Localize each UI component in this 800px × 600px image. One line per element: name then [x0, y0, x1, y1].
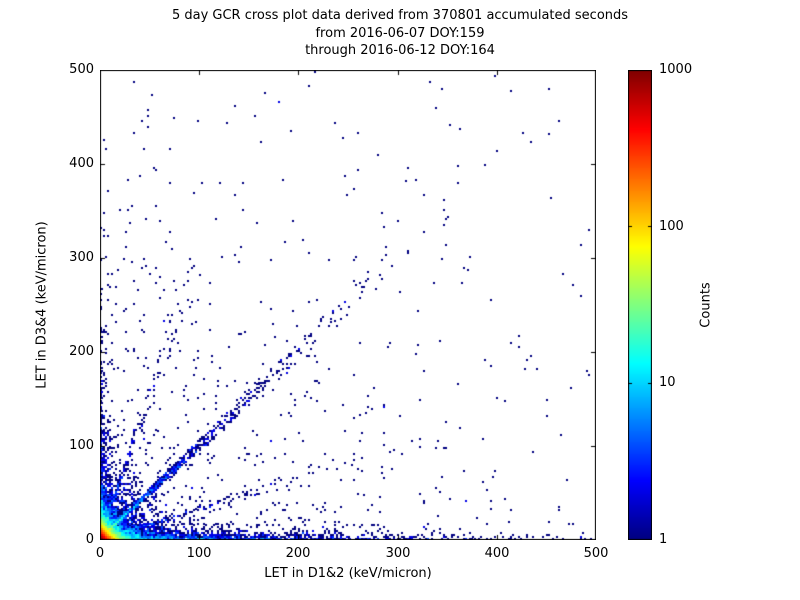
colorbar-label: Counts	[698, 282, 714, 328]
y-tick-label: 0	[85, 532, 94, 547]
colorbar-tick-label: 100	[659, 219, 684, 234]
y-tick-label: 400	[69, 156, 94, 171]
x-tick-label: 300	[385, 546, 411, 561]
y-tick-label: 100	[69, 438, 94, 453]
x-axis-label: LET in D1&2 (keV/micron)	[264, 566, 432, 581]
x-tick-label: 400	[484, 546, 510, 561]
chart-title-line-2: from 2016-06-07 DOY:159	[315, 26, 485, 41]
x-tick-label: 100	[186, 546, 212, 561]
y-axis-label: LET in D3&4 (keV/micron)	[34, 221, 50, 389]
plot-area	[100, 70, 596, 540]
y-tick-label: 300	[69, 250, 94, 265]
y-tick-label: 200	[69, 344, 94, 359]
colorbar-tick-label: 1	[659, 532, 668, 547]
colorbar-tick-label: 10	[659, 375, 676, 390]
colorbar-tick-label: 1000	[659, 62, 693, 77]
chart-title-line-1: 5 day GCR cross plot data derived from 3…	[171, 8, 629, 23]
scatter-plot-canvas	[100, 70, 596, 540]
colorbar	[628, 70, 652, 540]
chart-title-line-3: through 2016-06-12 DOY:164	[305, 43, 495, 58]
x-tick-label: 200	[285, 546, 311, 561]
x-tick-label: 0	[95, 546, 105, 561]
y-tick-label: 500	[69, 62, 94, 77]
x-tick-label: 500	[583, 546, 609, 561]
